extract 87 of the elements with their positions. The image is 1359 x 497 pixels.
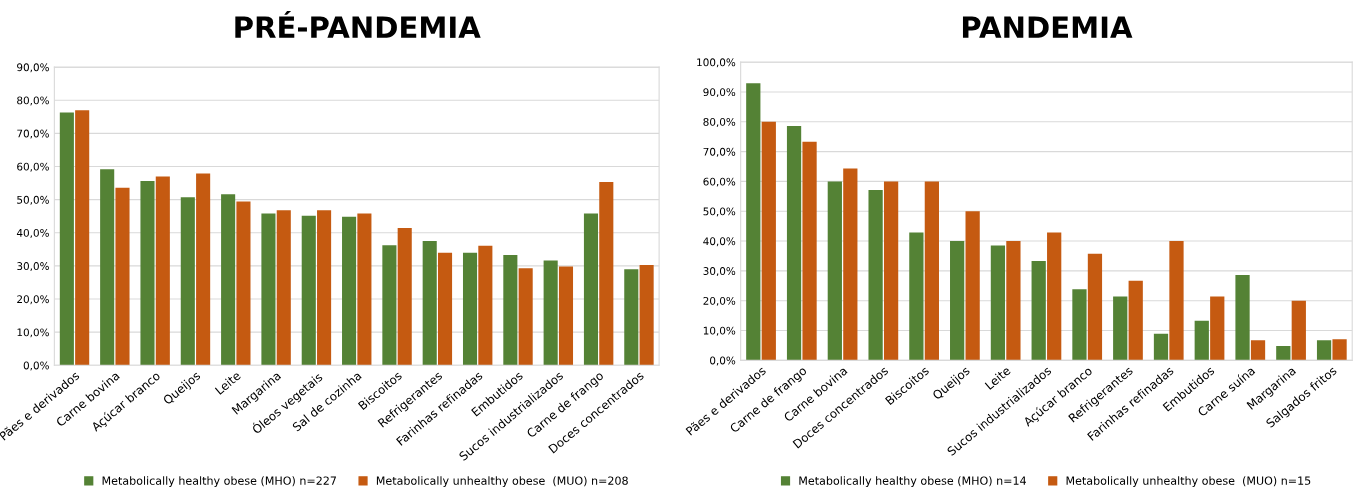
bar	[624, 269, 639, 366]
y-tick-label: 40,0%	[16, 228, 49, 238]
bar	[180, 197, 195, 366]
bar	[965, 211, 980, 361]
y-tick-label: 10,0%	[17, 328, 49, 338]
y-tick-label: 90,0%	[703, 88, 736, 98]
bar	[786, 125, 802, 361]
y-tick-label: 10,0%	[703, 326, 736, 336]
bar	[950, 241, 965, 361]
bar	[357, 213, 372, 366]
chart-title: PRÉ-PANDEMIA	[235, 10, 481, 38]
y-tick-label: 70,0%	[703, 147, 736, 157]
bar	[276, 210, 291, 366]
bar	[59, 112, 74, 366]
bar	[868, 190, 883, 361]
bar	[558, 266, 574, 366]
bar	[1031, 261, 1046, 361]
bar	[1210, 296, 1225, 361]
y-tick-label: 50,0%	[703, 207, 736, 217]
bar	[462, 252, 478, 366]
y-tick-label: 80,0%	[17, 96, 49, 106]
bar	[478, 245, 493, 366]
bar	[342, 216, 357, 366]
legend-label: Metabolically unhealthy obese (MUO) n=208	[376, 476, 628, 487]
bar	[518, 268, 533, 366]
bar	[746, 83, 761, 361]
y-tick-label: 30,0%	[703, 267, 736, 277]
y-tick-label: 100,0%	[697, 58, 736, 68]
bar	[543, 260, 558, 366]
bar	[1087, 253, 1103, 361]
bar	[75, 110, 90, 366]
legend-label: Metabolically healthy obese (MHO) n=227	[102, 476, 336, 487]
y-tick-label: 20,0%	[703, 296, 736, 306]
bar	[422, 241, 437, 366]
bar	[397, 228, 412, 366]
y-tick-label: 50,0%	[17, 195, 49, 205]
y-tick-label: 30,0%	[17, 262, 49, 272]
bar	[802, 141, 817, 361]
bar	[1169, 241, 1184, 361]
y-tick-label: 0,0%	[23, 361, 49, 371]
y-tick-label: 70,0%	[17, 129, 49, 139]
bar	[883, 181, 899, 361]
bar	[1006, 241, 1021, 361]
bar	[196, 173, 211, 366]
bar	[236, 201, 251, 366]
bar	[761, 121, 776, 361]
bar	[827, 181, 842, 361]
bar	[1316, 340, 1332, 361]
bar	[503, 254, 518, 366]
bar	[317, 210, 332, 366]
bar	[115, 187, 130, 366]
bar	[1047, 232, 1062, 361]
legend-label: Metabolically unhealthy obese (MUO) n=15	[1066, 476, 1311, 487]
y-tick-label: 40,0%	[703, 237, 736, 247]
bar	[909, 232, 924, 361]
bar	[301, 215, 316, 366]
bar	[1291, 300, 1306, 361]
bar	[583, 213, 599, 366]
bar	[639, 264, 654, 366]
bar	[1250, 340, 1266, 361]
bar	[140, 181, 155, 366]
y-tick-label: 0,0%	[710, 356, 736, 366]
bar	[437, 252, 453, 366]
bar	[1128, 280, 1143, 361]
bar	[382, 245, 397, 366]
y-tick-label: 20,0%	[17, 295, 49, 305]
y-tick-label: 90,0%	[17, 63, 49, 73]
bar	[843, 168, 858, 361]
bar	[1235, 275, 1250, 361]
bar	[1153, 333, 1169, 361]
bar	[990, 245, 1006, 361]
y-tick-label: 60,0%	[17, 162, 49, 172]
bar	[261, 213, 276, 366]
bar	[155, 176, 170, 366]
legend-label: Metabolically healthy obese (MHO) n=14	[799, 476, 1026, 487]
y-tick-label: 80,0%	[703, 117, 736, 127]
bar	[1332, 339, 1347, 361]
chart-title: PANDEMIA	[962, 16, 1133, 38]
bar	[1072, 289, 1087, 361]
y-tick-label: 60,0%	[703, 177, 736, 187]
bar	[924, 181, 939, 361]
bar	[221, 194, 236, 366]
bar	[1113, 296, 1128, 361]
bar	[1276, 346, 1291, 361]
bar	[599, 182, 614, 366]
bar	[100, 169, 115, 366]
bar	[1194, 320, 1209, 361]
